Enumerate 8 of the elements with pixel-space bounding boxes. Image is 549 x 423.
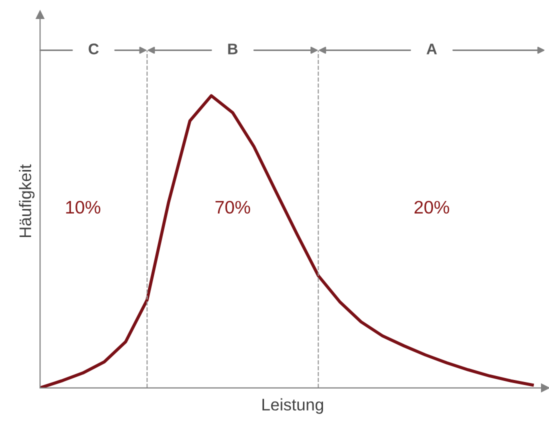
annotation: 70% [216, 200, 250, 214]
text: C [88, 44, 99, 54]
y-axis-title: Häufigkeit [18, 164, 35, 238]
annotation: 10% [66, 200, 100, 214]
text: A [426, 44, 437, 54]
text: B [228, 44, 238, 54]
x-axis-title: Leistung [262, 398, 324, 414]
annotation: 20% [414, 200, 450, 214]
